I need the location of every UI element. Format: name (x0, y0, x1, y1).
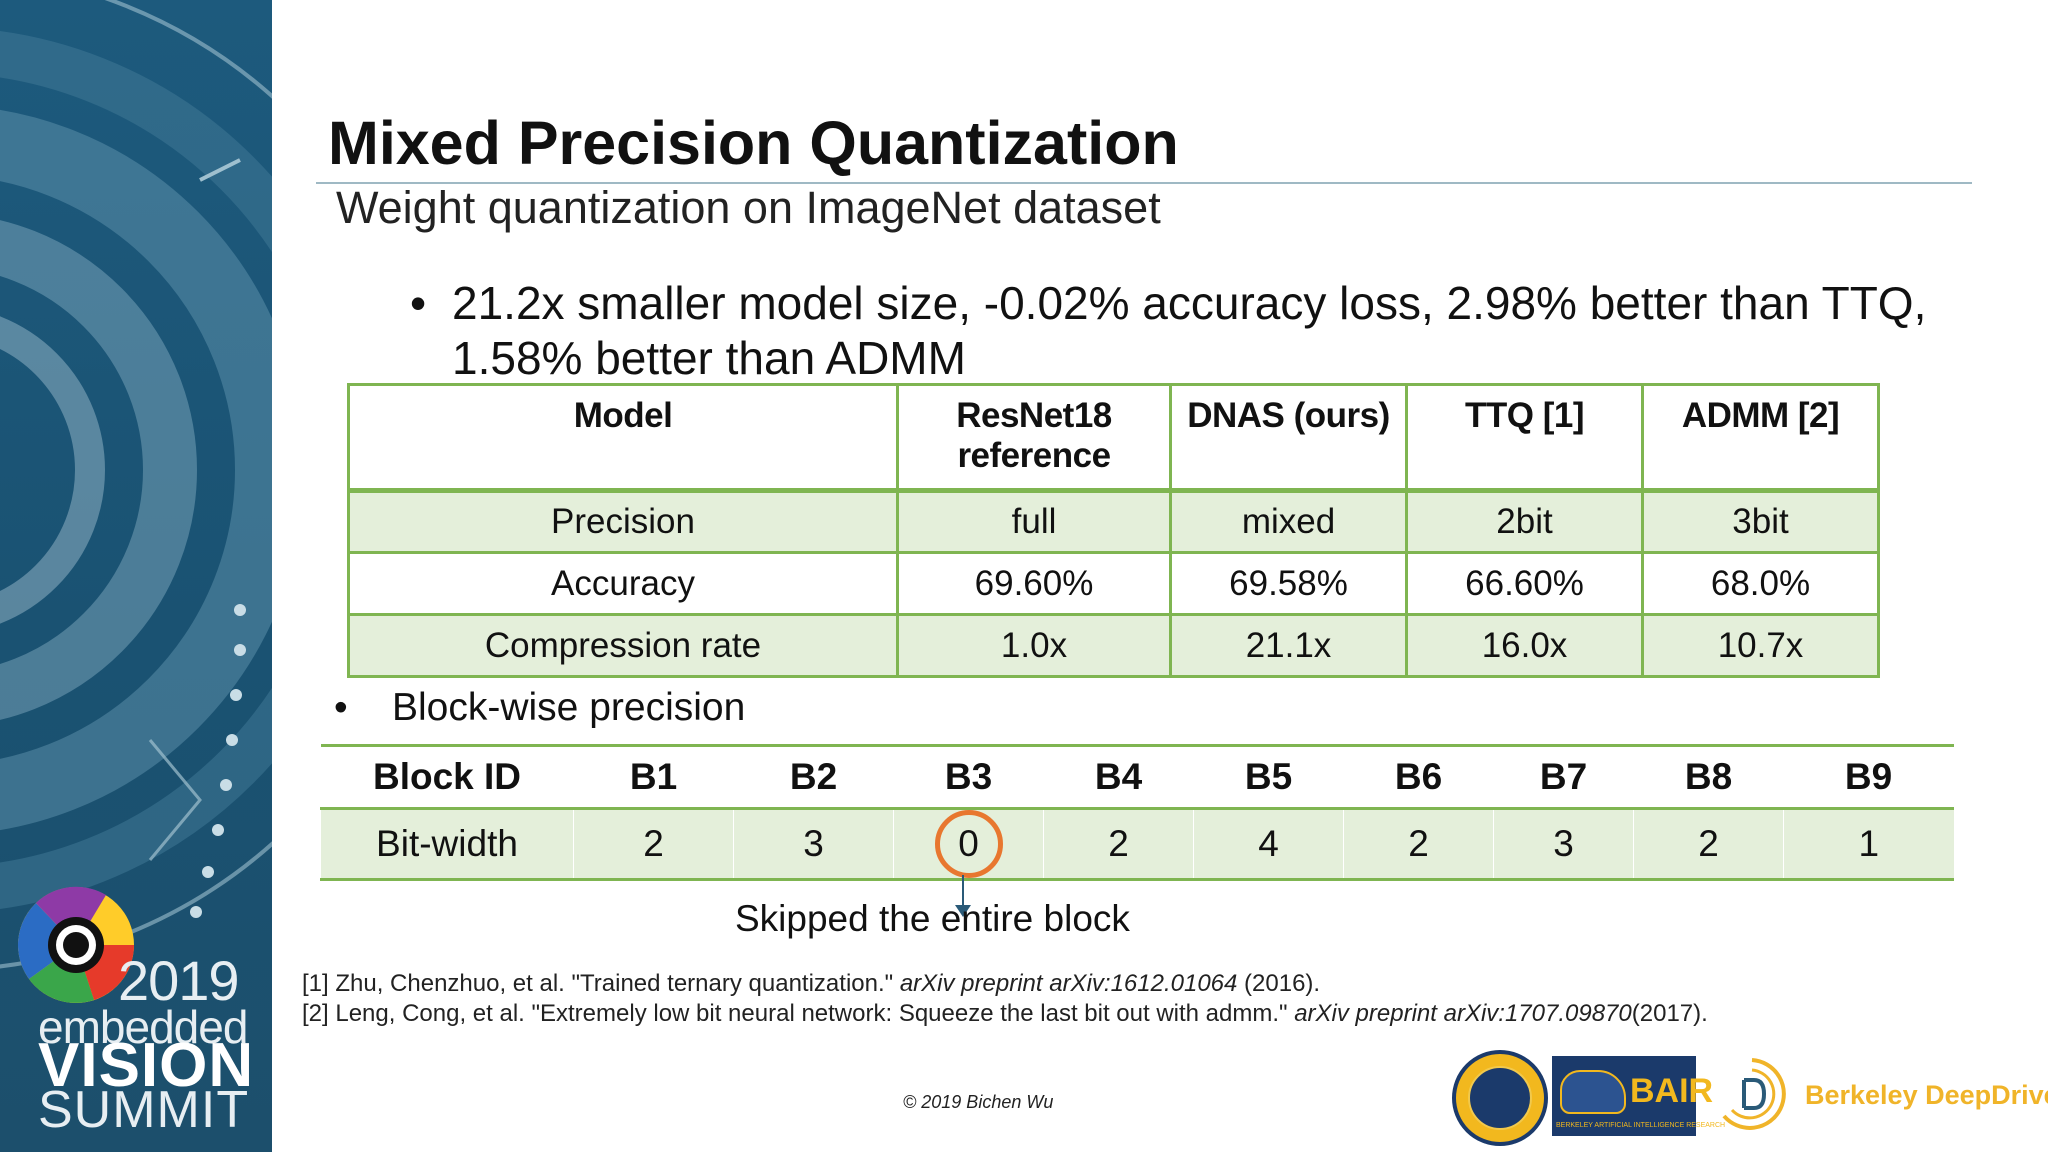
table-cell: 69.58% (1169, 551, 1408, 616)
reference-2: [2] Leng, Cong, et al. "Extremely low bi… (302, 1000, 1708, 1028)
bit-width-cell-highlighted: 0 (893, 807, 1044, 881)
summit-embedded: embedded (38, 1001, 248, 1053)
col-header-model: Model (347, 383, 899, 493)
col-header-admm: ADMM [2] (1641, 383, 1880, 493)
block-id-cell: B1 (573, 744, 734, 809)
reference-year: (2016). (1237, 970, 1321, 997)
bit-width-cell: 2 (1633, 807, 1784, 881)
bit-width-row: Bit-width 2 3 0 2 4 2 3 2 1 (320, 807, 1954, 881)
uc-berkeley-seal-icon (1452, 1050, 1548, 1146)
copyright-notice: © 2019 Bichen Wu (903, 1092, 1054, 1112)
block-precision-table: Block ID B1 B2 B3 B4 B5 B6 B7 B8 B9 Bit-… (320, 744, 1954, 881)
bit-width-label: Bit-width (320, 807, 574, 881)
bullet-summary-text: 21.2x smaller model size, -0.02% accurac… (452, 277, 1927, 384)
table-cell: 3bit (1641, 489, 1880, 554)
block-id-cell: B9 (1783, 744, 1954, 809)
bit-width-cell: 2 (1343, 807, 1494, 881)
block-id-cell: B3 (893, 744, 1044, 809)
col-header-resnet18: ResNet18 reference (896, 383, 1172, 493)
bair-logo-tagline: BERKELEY ARTIFICIAL INTELLIGENCE RESEARC… (1556, 1122, 1726, 1129)
reference-venue: arXiv preprint arXiv:1612.01064 (899, 970, 1238, 997)
bit-width-cell: 2 (573, 807, 734, 881)
summit-logo-mark-icon (17, 886, 134, 1003)
table-cell: mixed (1169, 489, 1408, 554)
bear-icon (1560, 1070, 1626, 1114)
row-label: Accuracy (347, 551, 899, 616)
table-cell: full (896, 489, 1172, 554)
table-row: Accuracy 69.60% 69.58% 66.60% 68.0% (347, 551, 1880, 616)
table-cell: 16.0x (1405, 613, 1644, 678)
col-header-dnas: DNAS (ours) (1169, 383, 1408, 493)
table-cell: 69.60% (896, 551, 1172, 616)
title-divider (316, 182, 1972, 184)
table-cell: 2bit (1405, 489, 1644, 554)
berkeley-deepdrive-mark-icon (1722, 1058, 1786, 1130)
annotation-arrow (962, 875, 964, 913)
bit-width-cell: 3 (733, 807, 894, 881)
block-id-cell: B8 (1633, 744, 1784, 809)
table-row: Compression rate 1.0x 21.1x 16.0x 10.7x (347, 613, 1880, 678)
block-id-cell: B4 (1043, 744, 1194, 809)
row-label: Compression rate (347, 613, 899, 678)
comparison-header-row: Model ResNet18 reference DNAS (ours) TTQ… (347, 383, 1880, 493)
reference-venue: arXiv preprint arXiv:1707.09870 (1294, 1000, 1632, 1027)
summit-vision: VISION (38, 1031, 255, 1100)
arrow-down-icon (955, 905, 971, 917)
bit-width-cell: 2 (1043, 807, 1194, 881)
block-id-cell: B2 (733, 744, 894, 809)
bullet-blockwise-text: Block-wise precision (392, 686, 746, 729)
reference-year: (2017). (1631, 1000, 1708, 1027)
reference-text: [2] Leng, Cong, et al. "Extremely low bi… (302, 1000, 1295, 1027)
sidebar-arcs-graphic (0, 0, 272, 1003)
table-cell: 21.1x (1169, 613, 1408, 678)
block-id-cell: B6 (1343, 744, 1494, 809)
bair-logo: BAIR BERKELEY ARTIFICIAL INTELLIGENCE RE… (1552, 1056, 1725, 1136)
summit-year: 2019 (118, 949, 240, 1012)
highlight-circle: 0 (934, 810, 1003, 878)
row-label: Precision (347, 489, 899, 554)
bit-width-cell: 1 (1783, 807, 1954, 881)
summit-summit: SUMMIT (38, 1081, 250, 1139)
sidebar-decoration: 2019 embedded VISION SUMMIT (0, 0, 272, 1152)
slide-subtitle: Weight quantization on ImageNet dataset (336, 182, 1161, 233)
bit-width-cell: 4 (1193, 807, 1344, 881)
block-id-cell: B5 (1193, 744, 1344, 809)
berkeley-deepdrive-text: Berkeley DeepDrive (1805, 1080, 2048, 1110)
table-cell: 66.60% (1405, 551, 1644, 616)
table-cell: 10.7x (1641, 613, 1880, 678)
table-cell: 1.0x (896, 613, 1172, 678)
bit-width-cell: 3 (1493, 807, 1634, 881)
bullet-marker: • (334, 686, 348, 729)
col-header-ttq: TTQ [1] (1405, 383, 1644, 493)
block-id-row: Block ID B1 B2 B3 B4 B5 B6 B7 B8 B9 (320, 744, 1954, 809)
block-id-label: Block ID (320, 744, 574, 809)
bair-logo-word: BAIR (1630, 1072, 1714, 1110)
reference-text: [1] Zhu, Chenzhuo, et al. "Trained terna… (302, 970, 900, 997)
annotation-skipped-block: Skipped the entire block (735, 898, 1130, 939)
table-row: Precision full mixed 2bit 3bit (347, 489, 1880, 554)
comparison-table: Model ResNet18 reference DNAS (ours) TTQ… (347, 383, 1880, 678)
slide-title: Mixed Precision Quantization (328, 109, 1179, 177)
bullet-marker: • (410, 277, 427, 329)
table-cell: 68.0% (1641, 551, 1880, 616)
block-id-cell: B7 (1493, 744, 1634, 809)
bullet-blockwise: • Block-wise precision (334, 686, 745, 730)
reference-1: [1] Zhu, Chenzhuo, et al. "Trained terna… (302, 970, 1320, 998)
